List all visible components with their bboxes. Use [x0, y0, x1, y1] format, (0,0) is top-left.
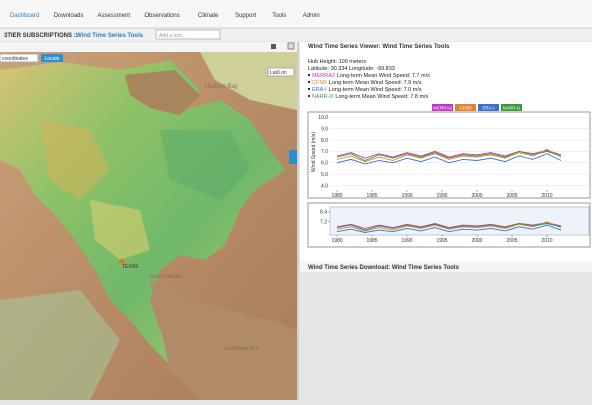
nav-item[interactable]: Downloads: [54, 13, 84, 19]
nav-item[interactable]: Climate: [198, 13, 219, 19]
projection-select[interactable]: [267, 67, 295, 77]
series-button[interactable]: [455, 104, 476, 111]
series-line: [336, 148, 562, 163]
x-tick-label: 1985: [366, 238, 377, 244]
series-line: [336, 150, 562, 161]
map-label: Hudson Bay: [205, 84, 238, 90]
y-tick-label: 7.0: [321, 149, 328, 155]
mean-text: Long-term Mean Wind Speed: 7.8 m/s: [335, 94, 428, 100]
search-box[interactable]: [155, 29, 221, 40]
viewer-title: Wind Time Series Viewer: Wind Time Serie…: [308, 44, 450, 50]
subheader-tool[interactable]: Wind Time Series Tools: [76, 33, 144, 39]
x-tick-label: 1985: [366, 193, 377, 199]
y-tick-label: 9.0: [321, 127, 328, 133]
x-tick-label: 1980: [331, 238, 342, 244]
x-tick-label: 2005: [506, 238, 517, 244]
mean-line: MERRA2 Long-term Mean Wind Speed: 7.7 m/s: [312, 73, 430, 79]
x-tick-label: 2010: [541, 238, 552, 244]
nav-item[interactable]: Tools: [272, 13, 286, 19]
map-label: Caribbean Sea: [225, 346, 259, 352]
series-button-label: MERRA2: [433, 106, 452, 111]
y-tick-label: 10.0: [318, 115, 328, 121]
series-name: CFSR: [312, 80, 327, 86]
series-name: NARR-D: [312, 94, 333, 100]
series-button[interactable]: [432, 104, 453, 111]
x-tick-label: 2005: [506, 193, 517, 199]
menu-icon[interactable]: [271, 44, 276, 49]
projection-label: Lat/Lon: [270, 70, 287, 76]
hub-height: Hub Height: 100 meters: [308, 59, 366, 65]
mean-text: Long-term Mean Wind Speed: 7.0 m/s: [329, 87, 422, 93]
x-tick-label: 2000: [471, 238, 482, 244]
series-button[interactable]: [501, 104, 522, 111]
y-tick-label: 4.0: [321, 183, 328, 189]
y-axis-label: Wind Speed (m/s): [311, 132, 317, 172]
x-tick-label: 1990: [401, 193, 412, 199]
series-button-label: ERA-I: [482, 106, 494, 111]
nav-item[interactable]: Admin: [303, 13, 320, 19]
mean-line: NARR-D Long-term Mean Wind Speed: 7.8 m/s: [312, 94, 429, 100]
y-tick-label: 7.2: [320, 220, 327, 226]
nav-item[interactable]: Assessment: [97, 13, 130, 19]
map[interactable]: [0, 52, 297, 400]
subheader-title: 3TIER SUBSCRIPTIONS ::: [4, 33, 78, 39]
nav-item[interactable]: Observations: [144, 13, 179, 19]
map-label: Gulf of Mexico: [150, 274, 182, 280]
legend-dot: [308, 74, 310, 76]
mean-text: Long term Mean Wind Speed: 7.9 m/s: [329, 80, 422, 86]
nav: Dashboard Downloads Assessment Observations…: [10, 13, 320, 19]
download-title: Wind Time Series Download: Wind Time Ser…: [308, 265, 460, 271]
collapse-tab[interactable]: [289, 150, 297, 164]
y-tick-label: 8.0: [321, 138, 328, 144]
y-tick-label: 8.4: [320, 210, 327, 216]
series-line: [336, 223, 562, 231]
locate-button[interactable]: [41, 54, 63, 62]
x-tick-label: 1995: [436, 193, 447, 199]
coordinates-input[interactable]: [0, 53, 39, 63]
chart-frame: [307, 111, 591, 199]
series-line: [336, 224, 562, 233]
series-line: [336, 221, 562, 232]
x-tick-label: 1995: [436, 238, 447, 244]
x-tick-label: 1990: [401, 238, 412, 244]
search-placeholder: Add a tool...: [159, 33, 186, 39]
locate-label: Locate: [44, 56, 59, 62]
info-list: Hub Height: 100 meters Latitude: 30.334 …: [308, 59, 430, 100]
map-label: TEXAS: [122, 264, 139, 270]
series-name: MERRA2: [312, 73, 335, 79]
series-name: ERA-I: [312, 87, 327, 93]
nav-item[interactable]: Support: [235, 13, 256, 19]
series-button-label: NARR-D: [503, 106, 521, 111]
nav-bar: [0, 0, 592, 28]
series-button-label: CFSR: [459, 106, 472, 111]
overview-window[interactable]: [329, 206, 590, 236]
location: Latitude: 30.334 Longitude: -99.833: [308, 66, 395, 72]
series-button[interactable]: [478, 104, 499, 111]
legend-dot: [308, 81, 310, 83]
legend-dot: [308, 95, 310, 97]
map-toolbar: [0, 42, 297, 52]
coordinates-placeholder: coordinates: [2, 56, 28, 62]
mean-line: ERA-I Long-term Mean Wind Speed: 7.0 m/s: [312, 87, 422, 93]
x-tick-label: 1980: [331, 193, 342, 199]
mean-line: CFSR Long term Mean Wind Speed: 7.9 m/s: [312, 80, 422, 86]
x-tick-label: 2000: [471, 193, 482, 199]
location-marker[interactable]: [118, 258, 126, 264]
maximize-icon[interactable]: [287, 42, 295, 50]
subheader: [0, 29, 592, 41]
y-tick-label: 6.0: [321, 161, 328, 167]
nav-item[interactable]: Dashboard: [10, 13, 39, 19]
charts: MERRA2 CFSR ERA-I NARR-D 4.0 5.0 6.0 7.0 8.0 9.0 1…: [311, 104, 590, 244]
mean-text: Long-term Mean Wind Speed: 7.7 m/s: [337, 73, 430, 79]
y-tick-label: 5.0: [321, 172, 328, 178]
download-header: [300, 262, 592, 272]
series-line: [336, 153, 562, 165]
x-tick-label: 2010: [541, 193, 552, 199]
legend-dot: [308, 88, 310, 90]
